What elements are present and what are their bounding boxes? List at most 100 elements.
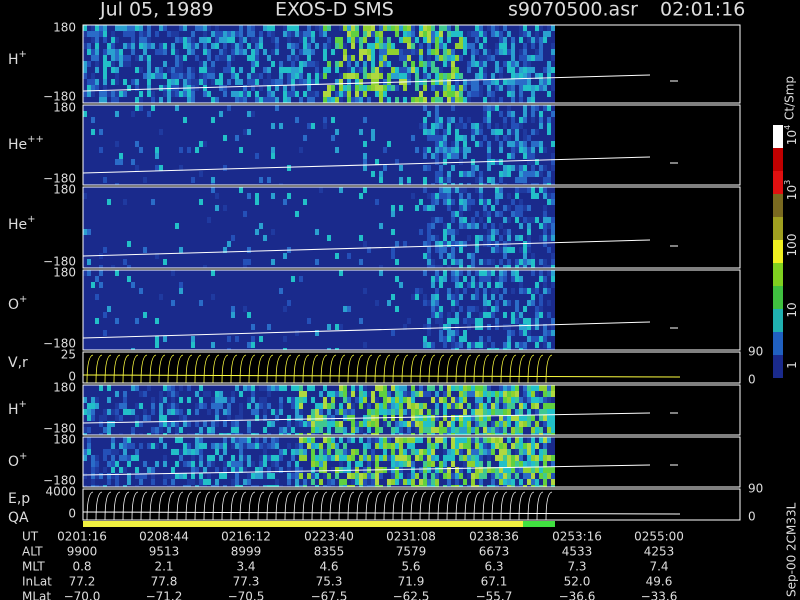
spectrogram-cell	[479, 259, 483, 265]
spectrogram-cell	[199, 300, 203, 306]
spectrogram-cell	[475, 235, 479, 241]
spectrogram-cell	[523, 31, 527, 37]
spectrogram-cell	[535, 306, 539, 312]
spectrogram-cell	[519, 73, 523, 79]
spectrogram-cell	[523, 183, 527, 185]
spectrogram-cell	[447, 294, 451, 300]
spectrogram-cell	[519, 49, 523, 55]
spectrogram-cell	[119, 153, 123, 159]
y-tick-label: 180	[53, 21, 76, 35]
spectrogram-cell	[535, 205, 539, 211]
spectrogram-cell	[295, 455, 299, 461]
spectrogram-cell	[535, 159, 539, 165]
spectrogram-cell	[523, 147, 527, 153]
y-tick-label: −180	[43, 474, 76, 488]
spectrogram-cell	[223, 247, 227, 253]
spectrogram-cell	[227, 85, 231, 91]
spectrogram-cell	[271, 79, 275, 85]
spectrogram-cell	[319, 79, 323, 85]
spectrogram-cell	[159, 61, 163, 67]
spectrogram-cell	[407, 397, 411, 403]
spectrogram-cell	[443, 61, 447, 67]
spectrogram-cell	[339, 79, 343, 85]
spectrogram-cell	[243, 461, 247, 467]
spectrogram-cell	[407, 73, 411, 79]
spectrogram-cell	[303, 79, 307, 85]
spectrogram-cell	[519, 437, 523, 443]
spectrogram-cell	[363, 421, 367, 427]
spectrogram-cell	[167, 403, 171, 409]
spectrogram-cell	[235, 67, 239, 73]
spectrogram-cell	[151, 397, 155, 403]
spectrogram-cell	[491, 485, 495, 487]
spectrogram-cell	[339, 461, 343, 467]
spectrogram-cell	[495, 153, 499, 159]
spectrogram-cell	[87, 427, 91, 433]
spectrogram-cell	[443, 437, 447, 443]
spectrogram-cell	[531, 165, 535, 171]
spectrogram-cell	[515, 485, 519, 487]
spectrogram-cell	[551, 253, 555, 259]
spectrogram-cell	[511, 91, 515, 97]
spectrogram-cell	[139, 473, 143, 479]
spectrogram-cell	[295, 397, 299, 403]
spectrogram-cell	[459, 31, 463, 37]
spectrogram-cell	[251, 336, 255, 342]
spectrogram-cell	[119, 97, 123, 103]
spectrogram-cell	[451, 193, 455, 199]
spectrogram-cell	[515, 270, 519, 276]
spectrogram-cell	[511, 391, 515, 397]
spectrogram-cell	[287, 461, 291, 467]
spectrogram-cell	[331, 467, 335, 473]
spectrogram-cell	[167, 85, 171, 91]
spectrogram-cell	[371, 437, 375, 443]
spectrogram-cell	[159, 294, 163, 300]
spectrogram-cell	[339, 37, 343, 43]
spectrogram-cell	[427, 73, 431, 79]
spectrogram-cell	[443, 461, 447, 467]
spectrogram-cell	[155, 37, 159, 43]
spectrogram-cell	[515, 43, 519, 49]
spectrogram-cell	[215, 461, 219, 467]
spectrogram-cell	[303, 421, 307, 427]
spectrogram-cell	[507, 129, 511, 135]
spectrogram-cell	[419, 49, 423, 55]
spectrogram-cell	[211, 455, 215, 461]
spectrogram-cell	[395, 409, 399, 415]
spectrogram-cell	[147, 37, 151, 43]
y-tick-label: 4000	[45, 485, 76, 499]
spectrogram-cell	[539, 385, 543, 391]
spectrogram-cell	[323, 97, 327, 103]
spectrogram-cell	[83, 73, 87, 79]
spectrogram-cell	[523, 324, 527, 330]
spectrogram-cell	[403, 391, 407, 397]
spectrogram-cell	[463, 415, 467, 421]
spectrogram-cell	[455, 318, 459, 324]
spectrogram-cell	[491, 97, 495, 103]
sweep	[131, 354, 139, 384]
sweep	[356, 491, 364, 521]
y-tick-label: −180	[43, 90, 76, 104]
spectrogram-cell	[207, 461, 211, 467]
spectrogram-cell	[383, 437, 387, 443]
spectrogram-cell	[515, 300, 519, 306]
spectrogram-cell	[407, 427, 411, 433]
spectrogram-cell	[319, 241, 323, 247]
spectrogram-cell	[423, 479, 427, 485]
spectrogram-cell	[323, 485, 327, 487]
spectrogram-cell	[247, 312, 251, 318]
spectrogram-cell	[259, 461, 263, 467]
spectrogram-cell	[195, 443, 199, 449]
spectrogram-cell	[495, 85, 499, 91]
spectrogram-cell	[419, 415, 423, 421]
spectrogram-cell	[539, 342, 543, 348]
spectrogram-cell	[427, 409, 431, 415]
spectrogram-cell	[307, 123, 311, 129]
spectrogram-cell	[327, 479, 331, 485]
spectrogram-cell	[459, 485, 463, 487]
spectrogram-cell	[463, 171, 467, 177]
spectrogram-cell	[235, 91, 239, 97]
spectrogram-cell	[475, 165, 479, 171]
spectrogram-cell	[251, 67, 255, 73]
